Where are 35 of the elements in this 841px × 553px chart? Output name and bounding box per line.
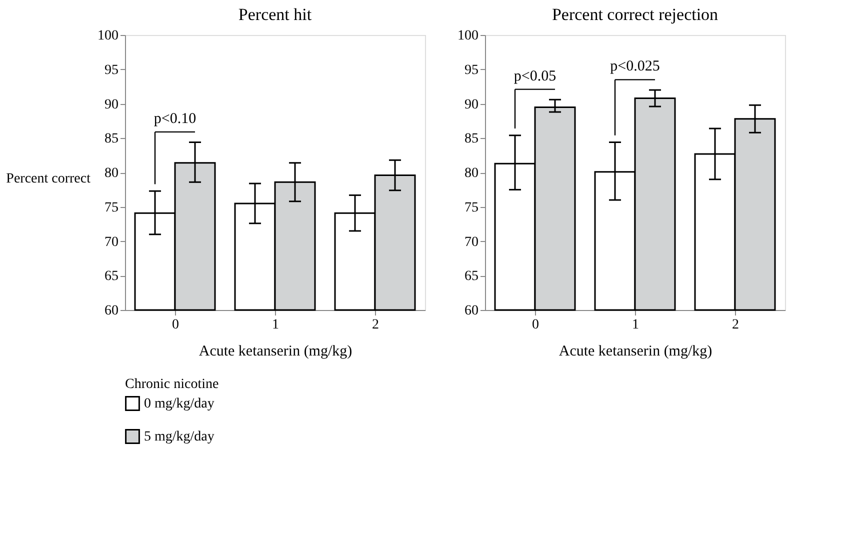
x-tick-label: 2	[372, 318, 379, 332]
x-tick-label: 0	[172, 318, 179, 332]
y-tick-label: 90	[464, 97, 478, 112]
x-tick-label: 0	[532, 318, 539, 332]
y-axis-title: Percent correct	[6, 172, 91, 186]
x-axis-title: Acute ketanserin (mg/kg)	[198, 344, 352, 360]
y-tick-label: 60	[104, 304, 118, 318]
y-tick-label: 85	[464, 132, 478, 147]
y-tick-label: 75	[104, 200, 118, 216]
annotation: p<0.10	[154, 110, 196, 127]
y-tick-label: 80	[464, 166, 478, 181]
x-tick-label: 2	[732, 318, 739, 332]
y-tick-label: 100	[458, 28, 478, 44]
legend-label: 5 mg/kg/day	[144, 430, 214, 444]
legend-title: Chronic nicotine	[125, 377, 219, 392]
y-tick-label: 70	[464, 234, 478, 250]
y-tick-label: 95	[104, 62, 118, 78]
y-tick-label: 60	[464, 304, 478, 318]
y-tick-label: 75	[464, 200, 478, 216]
x-axis-title: Acute ketanserin (mg/kg)	[558, 344, 712, 360]
y-tick-label: 65	[464, 269, 478, 284]
y-tick-label: 80	[104, 166, 118, 181]
chart-title: Percent hit	[238, 5, 312, 24]
annotation: p<0.025	[610, 58, 660, 75]
annotation: p<0.05	[514, 68, 556, 84]
y-tick-label: 95	[464, 62, 478, 78]
y-tick-label: 90	[104, 97, 118, 112]
y-tick-label: 85	[104, 132, 118, 147]
x-tick-label: 1	[272, 318, 279, 332]
y-tick-label: 70	[104, 234, 118, 250]
chart-title: Percent correct rejection	[552, 5, 719, 24]
y-tick-label: 65	[104, 269, 118, 284]
y-tick-label: 100	[98, 28, 118, 44]
legend-label: 0 mg/kg/day	[144, 396, 214, 412]
x-tick-label: 1	[632, 318, 639, 332]
